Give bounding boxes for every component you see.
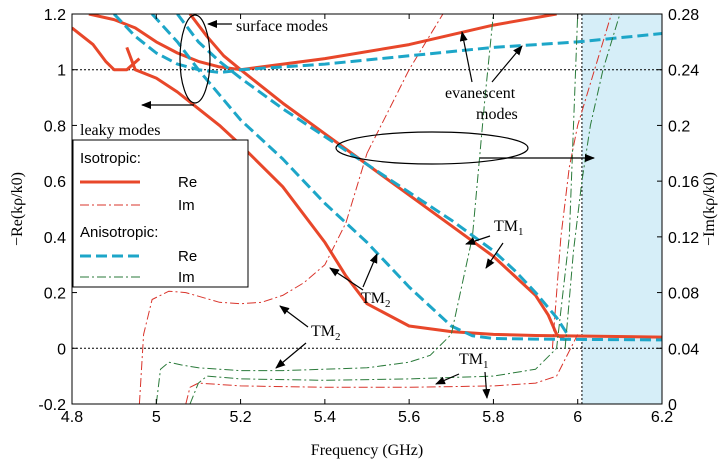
x-tick-label: 5.8 — [482, 409, 504, 426]
annotation-evanescent: evanescent — [445, 85, 516, 102]
ticks-layer: 4.8 5 5.2 5.4 5.6 5.8 6 6.2 -0.2 0 0.2 0.4 0.6 0.8 1 1.… — [38, 7, 699, 426]
y-left-tick-label: 0.2 — [44, 286, 66, 303]
series-anisotropic-re-9 — [113, 14, 662, 74]
y-right-tick-label: 0.04 — [668, 341, 699, 358]
series-isotropic-im-8 — [551, 14, 612, 349]
y-left-tick-label: 1.2 — [44, 7, 66, 24]
x-tick-label: 4.8 — [61, 409, 83, 426]
x-tick-label: 6 — [573, 409, 582, 426]
y-left-tick-label: 0.8 — [44, 118, 66, 135]
x-tick-label: 5.2 — [229, 409, 251, 426]
series-isotropic-re-2 — [240, 14, 557, 72]
arrow-tm2-im-2 — [275, 342, 307, 369]
x-tick-label: 5 — [152, 409, 161, 426]
y-left-tick-label: 0.6 — [44, 174, 66, 191]
x-tick-label: 6.2 — [651, 409, 673, 426]
annotation-surface-modes: surface modes — [236, 18, 328, 35]
arrow-evanescent-2 — [491, 45, 523, 83]
legend-label-iso-re: Re — [178, 174, 197, 191]
arrow-evanescent-1 — [459, 31, 473, 83]
annotation-tm1-re: TM1 — [494, 218, 524, 238]
arrow-tm1-re-1 — [465, 235, 491, 245]
y-left-tick-label: 1 — [57, 63, 66, 80]
ellipse-evanescent-modes — [335, 131, 529, 165]
y-right-tick-label: 0.12 — [668, 230, 699, 247]
series-isotropic-re-3 — [125, 46, 662, 339]
legend-title-anisotropic: Anisotropic: — [80, 224, 158, 241]
arrow-tm1-im-1 — [435, 373, 460, 385]
series-isotropic-im-6 — [366, 14, 444, 154]
x-tick-label: 5.6 — [398, 409, 420, 426]
series-isotropic-re-1 — [88, 14, 241, 72]
arrow-tm1-re-2 — [485, 242, 504, 269]
legend-label-iso-im: Im — [178, 197, 195, 214]
x-axis-label: Frequency (GHz) — [311, 442, 423, 459]
arrow-tm2-im-1 — [279, 305, 309, 328]
series-anisotropic-im-14 — [564, 14, 621, 349]
y-right-tick-label: 0.08 — [668, 286, 699, 303]
legend-box — [72, 139, 249, 288]
y-left-tick-label: 0.4 — [44, 230, 66, 247]
arrow-tm1-im-2 — [482, 371, 491, 399]
series-isotropic-re-4 — [188, 14, 566, 342]
legend-title-isotropic: Isotropic: — [80, 150, 141, 167]
annotation-leaky-modes: leaky modes — [80, 122, 160, 139]
y-left-tick-label: 0 — [57, 341, 66, 358]
y-axis-left-label: −Re(kρ/k0) — [9, 172, 26, 246]
annotation-tm2-re: TM2 — [361, 290, 391, 310]
annotation-tm1-im: TM1 — [459, 351, 489, 371]
y-right-tick-label: 0.16 — [668, 174, 699, 191]
series-isotropic-re-0 — [72, 26, 141, 72]
series-isotropic-im-5 — [138, 153, 368, 404]
ellipse-surface-modes — [179, 14, 211, 104]
y-right-tick-label: 0 — [668, 397, 677, 414]
y-right-tick-label: 0.2 — [668, 118, 690, 135]
legend-label-aniso-im: Im — [178, 269, 195, 286]
x-tick-label: 5.4 — [314, 409, 336, 426]
legend: Isotropic: Re Im Anisotropic: Re Im — [72, 139, 249, 288]
series-anisotropic-re-11 — [176, 14, 571, 338]
y-left-tick-label: -0.2 — [38, 397, 66, 414]
annotation-tm2-im: TM2 — [311, 323, 341, 343]
arrow-tm2-re-1 — [329, 267, 364, 291]
legend-label-aniso-re: Re — [178, 248, 197, 265]
annotation-modes: modes — [476, 106, 518, 123]
y-right-tick-label: 0.24 — [668, 63, 699, 80]
arrow-tm2-re-2 — [362, 253, 378, 288]
series-anisotropic-im-13 — [189, 14, 579, 404]
y-right-tick-label: 0.28 — [668, 7, 699, 24]
series-anisotropic-re-10 — [150, 14, 662, 342]
series-layer — [72, 14, 662, 404]
plot-frame — [71, 13, 663, 405]
annotations: surface modes leaky modes evanescent mod… — [80, 14, 595, 399]
series-isotropic-im-7 — [185, 334, 579, 404]
y-axis-right-label: −Im(kρ/k0) — [701, 172, 718, 246]
